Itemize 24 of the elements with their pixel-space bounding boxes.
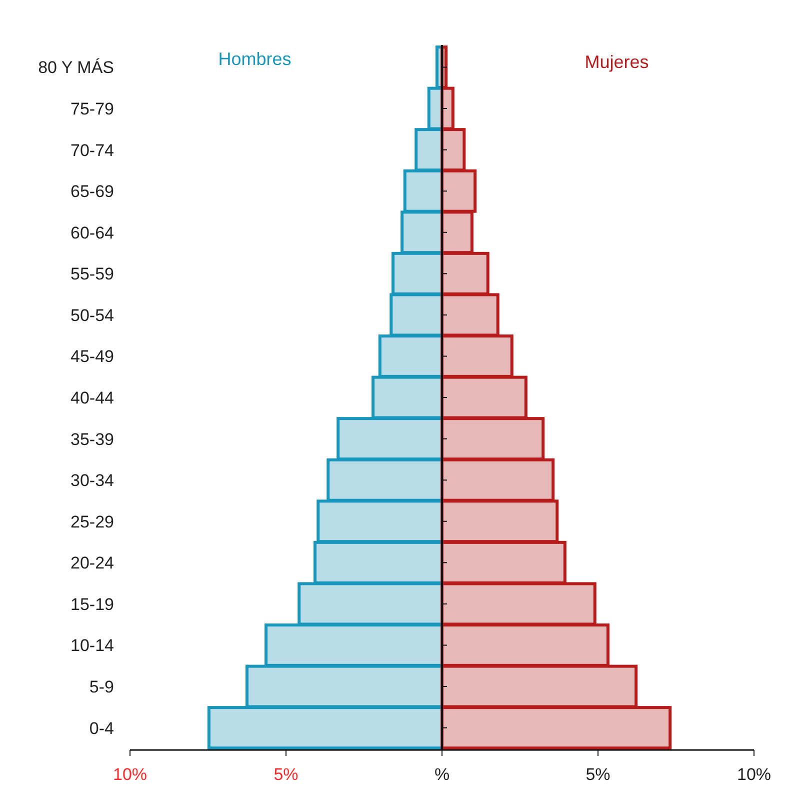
x-tick-label: 5% (586, 765, 610, 784)
y-tick-label: 10-14 (70, 636, 114, 656)
y-tick-label: 55-59 (70, 264, 114, 284)
y-tick-label: 25-29 (70, 512, 114, 532)
text: Mujeres (584, 52, 649, 72)
x-tick-label: % (434, 765, 450, 784)
y-tick-label: 70-74 (70, 140, 114, 160)
y-tick-label: 60-64 (70, 223, 114, 242)
y-tick-label: 80 Y MÁS (38, 58, 114, 78)
y-tick-label: 30-34 (70, 471, 114, 490)
y-tick-label: 20-24 (70, 554, 114, 573)
y-tick-label: 75-79 (70, 100, 114, 119)
y-tick-label: 5-9 (89, 677, 114, 696)
y-tick-label: 65-69 (70, 182, 114, 202)
y-tick-label: 35-39 (70, 430, 114, 449)
y-tick-label: 40-44 (70, 388, 114, 408)
x-tick-label: 10% (112, 765, 148, 784)
x-tick-label: 5% (274, 765, 298, 784)
x-tick-label: 10% (736, 765, 772, 784)
y-tick-label: 15-19 (70, 594, 114, 614)
y-tick-label: 0-4 (89, 718, 114, 738)
y-tick-label: 50-54 (70, 306, 114, 325)
y-tick-label: 45-49 (70, 347, 114, 366)
text: Hombres (218, 49, 292, 69)
